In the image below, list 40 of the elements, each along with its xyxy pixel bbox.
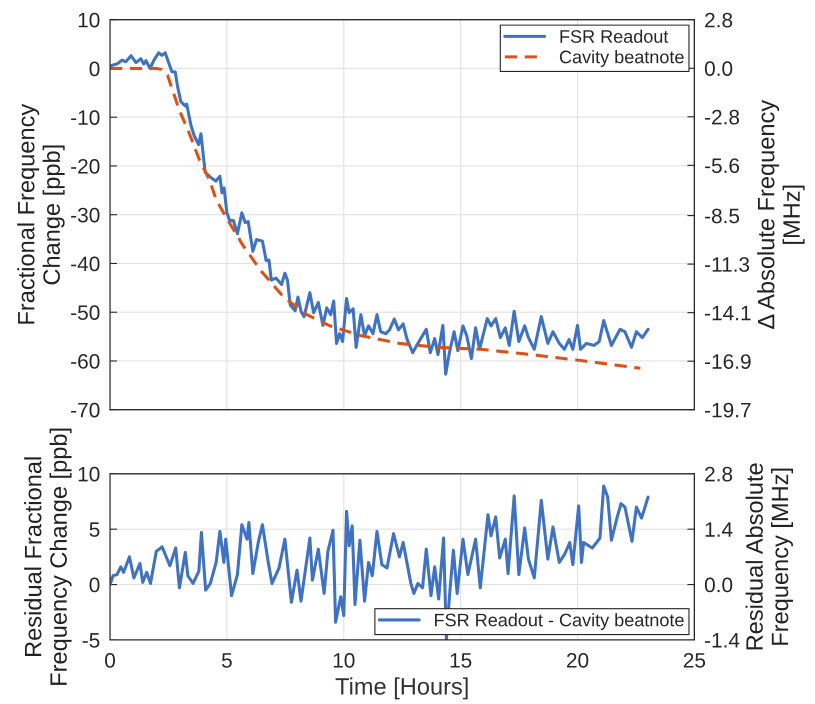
- y-tick-label: 10: [78, 12, 100, 28]
- x-tick-label: 10: [334, 652, 355, 668]
- x-tick-label: 20: [566, 652, 588, 668]
- x-axis-title: Time [Hours]: [336, 677, 468, 700]
- x-tick-label: 0: [105, 652, 116, 668]
- y2-tick-label: -2.8: [705, 110, 740, 125]
- y2-tick-label: 2.8: [705, 466, 732, 482]
- y2-tick-label: 0.0: [704, 61, 732, 76]
- y2-tick-label: -16.9: [705, 354, 751, 369]
- y-tick-label: 0: [90, 578, 100, 592]
- y-tick-label: 5: [90, 522, 100, 537]
- y-tick-label: -5: [82, 633, 100, 648]
- y2-tick-label: -1.4: [705, 633, 740, 648]
- y2-tick-label: -19.7: [705, 402, 751, 418]
- y-tick-label: -60: [71, 354, 100, 369]
- y2-axis-title: Δ Absolute Frequency [MHz]: [757, 100, 805, 329]
- y2-tick-label: 0.0: [704, 578, 732, 592]
- y2-tick-label: 1.4: [706, 522, 732, 537]
- legend-label: FSR Readout: [560, 30, 668, 43]
- y2-tick-label: -11.3: [705, 257, 750, 272]
- legend-label: Cavity beatnote: [560, 50, 684, 67]
- y2-tick-label: 2.8: [705, 12, 732, 28]
- y-tick-label: -40: [71, 256, 100, 272]
- legend-label: FSR Readout - Cavity beatnote: [435, 613, 684, 630]
- y-tick-label: -70: [71, 402, 100, 418]
- y2-axis-title: Residual Absolute Frequency [MHz]: [746, 463, 793, 650]
- y2-tick-label: -8.5: [705, 208, 740, 224]
- y-tick-label: 0: [90, 61, 100, 76]
- y-axis-title: Fractional Frequency Change [ppb]: [17, 104, 65, 324]
- y2-tick-label: -14.1: [705, 306, 751, 320]
- y-tick-label: -20: [71, 158, 100, 174]
- x-tick-label: 5: [222, 653, 232, 668]
- y-tick-label: -30: [71, 208, 100, 222]
- y-tick-label: 10: [78, 466, 100, 482]
- y2-tick-label: -5.6: [705, 158, 740, 174]
- y-tick-label: -10: [71, 110, 100, 125]
- y-axis-title: Residual Fractional Frequency Change [ppb]: [24, 428, 72, 685]
- y-tick-label: -50: [71, 305, 100, 320]
- x-tick-label: 15: [450, 653, 472, 668]
- x-tick-label: 25: [684, 652, 706, 668]
